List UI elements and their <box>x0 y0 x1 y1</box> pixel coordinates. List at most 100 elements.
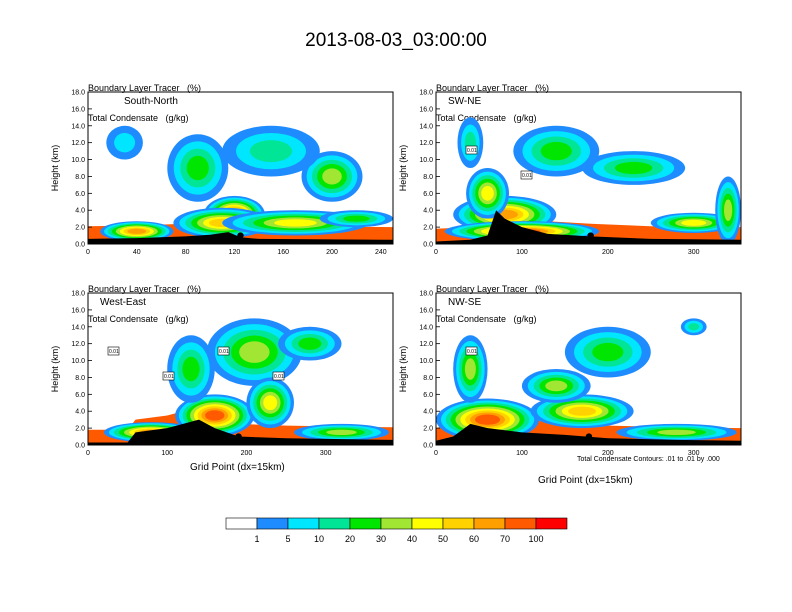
tracer-shade <box>205 410 225 421</box>
y-tick-label: 16.0 <box>419 106 433 113</box>
plot-frame <box>87 91 394 245</box>
figure-title: 2013-08-03_03:00:00 <box>305 30 487 51</box>
panel-sw-ne: 0.01 0.01 SW-NE 0.0 2.0 4.0 6.0 8.0 10.0 12.0 14.0… <box>398 90 742 256</box>
x-tick-label: 0 <box>434 249 438 256</box>
panel-header-nw-se: Boundary Layer Tracer (%) Total Condensa… <box>436 264 549 334</box>
contour-label: 0.01 <box>272 371 285 381</box>
y-tick-label: 2.0 <box>423 225 433 232</box>
y-tick-label: 0.0 <box>423 443 433 450</box>
tracer-shade <box>474 414 501 425</box>
y-tick-label: 16.0 <box>71 307 85 314</box>
tracer-shade <box>681 219 707 226</box>
panel-header-west-east: Boundary Layer Tracer (%) Total Condensa… <box>88 264 201 334</box>
x-tick-label: 200 <box>241 450 253 457</box>
svg-text:0.01: 0.01 <box>467 148 477 154</box>
x-axis-label-right: Grid Point (dx=15km) <box>538 475 633 486</box>
x-tick-label: 300 <box>320 450 332 457</box>
tracer-shade <box>540 141 572 161</box>
y-tick-label: 14.0 <box>419 324 433 331</box>
x-tick-label: 0 <box>86 450 90 457</box>
y-tick-label: 14.0 <box>71 123 85 130</box>
tracer-shade <box>614 161 653 175</box>
y-tick-label: 12.0 <box>419 140 433 147</box>
tracer-shade <box>114 132 136 153</box>
tracer-shade <box>249 140 293 163</box>
tracer-shade <box>688 323 700 331</box>
x-tick-label: 0 <box>86 249 90 256</box>
contour-note: Total Condensate Contours: .01 to .01 by… <box>577 456 720 463</box>
x-tick-label: 120 <box>229 249 241 256</box>
svg-text:0.01: 0.01 <box>219 349 229 355</box>
tracer-shade <box>326 429 357 436</box>
tracer-shade <box>657 429 696 436</box>
y-tick-label: 2.0 <box>75 426 85 433</box>
contour-label: 0.01 <box>520 170 533 180</box>
y-axis-label: Height (km) <box>398 145 408 192</box>
y-tick-label: 8.0 <box>75 375 85 382</box>
panel-south-north: South-North 0.0 2.0 4.0 6.0 8.0 10.0 12.0 14.0 16… <box>50 90 394 256</box>
y-tick-label: 10.0 <box>419 157 433 164</box>
contour-label: 0.01 <box>217 346 230 356</box>
y-tick-label: 18.0 <box>419 90 433 97</box>
svg-text:0.01: 0.01 <box>467 349 477 355</box>
y-tick-label: 6.0 <box>75 392 85 399</box>
tracer-shade <box>298 337 322 350</box>
y-tick-label: 12.0 <box>71 341 85 348</box>
y-tick-label: 16.0 <box>71 106 85 113</box>
y-tick-label: 0.0 <box>423 242 433 249</box>
svg-text:0.01: 0.01 <box>522 173 532 179</box>
tracer-shade <box>263 395 278 411</box>
y-axis-label: Height (km) <box>50 145 60 192</box>
y-tick-label: 0.0 <box>75 443 85 450</box>
terrain <box>436 423 741 445</box>
y-tick-label: 8.0 <box>423 375 433 382</box>
panel-label: NW-SE <box>448 297 481 308</box>
y-tick-label: 6.0 <box>423 392 433 399</box>
x-tick-label: 80 <box>182 249 190 256</box>
tracer-units-label: Boundary Layer Tracer (%) <box>436 284 550 294</box>
tracer-shade <box>182 356 200 382</box>
tracer-shade <box>127 228 147 234</box>
svg-text:0.01: 0.01 <box>109 349 119 355</box>
svg-text:0.01: 0.01 <box>274 374 284 380</box>
x-axis-label-left: Grid Point (dx=15km) <box>190 462 285 473</box>
y-axis-label: Height (km) <box>398 346 408 393</box>
tracer-units-label: Boundary Layer Tracer (%) <box>436 83 550 93</box>
x-tick-label: 200 <box>326 249 338 256</box>
station-marker <box>587 232 594 239</box>
x-tick-label: 100 <box>516 249 528 256</box>
svg-text:0.01: 0.01 <box>164 374 174 380</box>
y-tick-label: 10.0 <box>71 157 85 164</box>
condensate-units-label: Total Condensate (g/kg) <box>88 113 189 123</box>
contour-label: 0.01 <box>162 371 175 381</box>
y-tick-label: 16.0 <box>419 307 433 314</box>
y-tick-label: 4.0 <box>75 409 85 416</box>
y-tick-label: 8.0 <box>75 174 85 181</box>
tracer-shade <box>568 406 597 416</box>
x-tick-label: 40 <box>133 249 141 256</box>
y-tick-label: 0.0 <box>75 242 85 249</box>
x-tick-label: 300 <box>688 450 700 457</box>
panel-header-sw-ne: Boundary Layer Tracer (%) Total Condensa… <box>436 63 549 133</box>
y-tick-label: 18.0 <box>71 291 85 298</box>
tracer-units-label: Boundary Layer Tracer (%) <box>88 83 202 93</box>
tracer-shade <box>723 199 733 222</box>
contour-label: 0.01 <box>465 346 478 356</box>
terrain <box>88 419 393 445</box>
tracer-shade <box>186 155 209 181</box>
y-tick-label: 6.0 <box>423 191 433 198</box>
station-marker <box>585 433 593 440</box>
y-tick-label: 10.0 <box>419 358 433 365</box>
x-tick-label: 300 <box>688 249 700 256</box>
condensate-units-label: Total Condensate (g/kg) <box>436 113 537 123</box>
station-marker <box>237 232 244 239</box>
tracer-shade <box>239 341 270 363</box>
x-tick-label: 160 <box>277 249 289 256</box>
plot-frame <box>435 292 742 446</box>
y-tick-label: 2.0 <box>423 426 433 433</box>
terrain <box>436 210 741 244</box>
x-tick-label: 0 <box>434 450 438 457</box>
tracer-shade <box>274 219 317 227</box>
x-tick-label: 100 <box>516 450 528 457</box>
